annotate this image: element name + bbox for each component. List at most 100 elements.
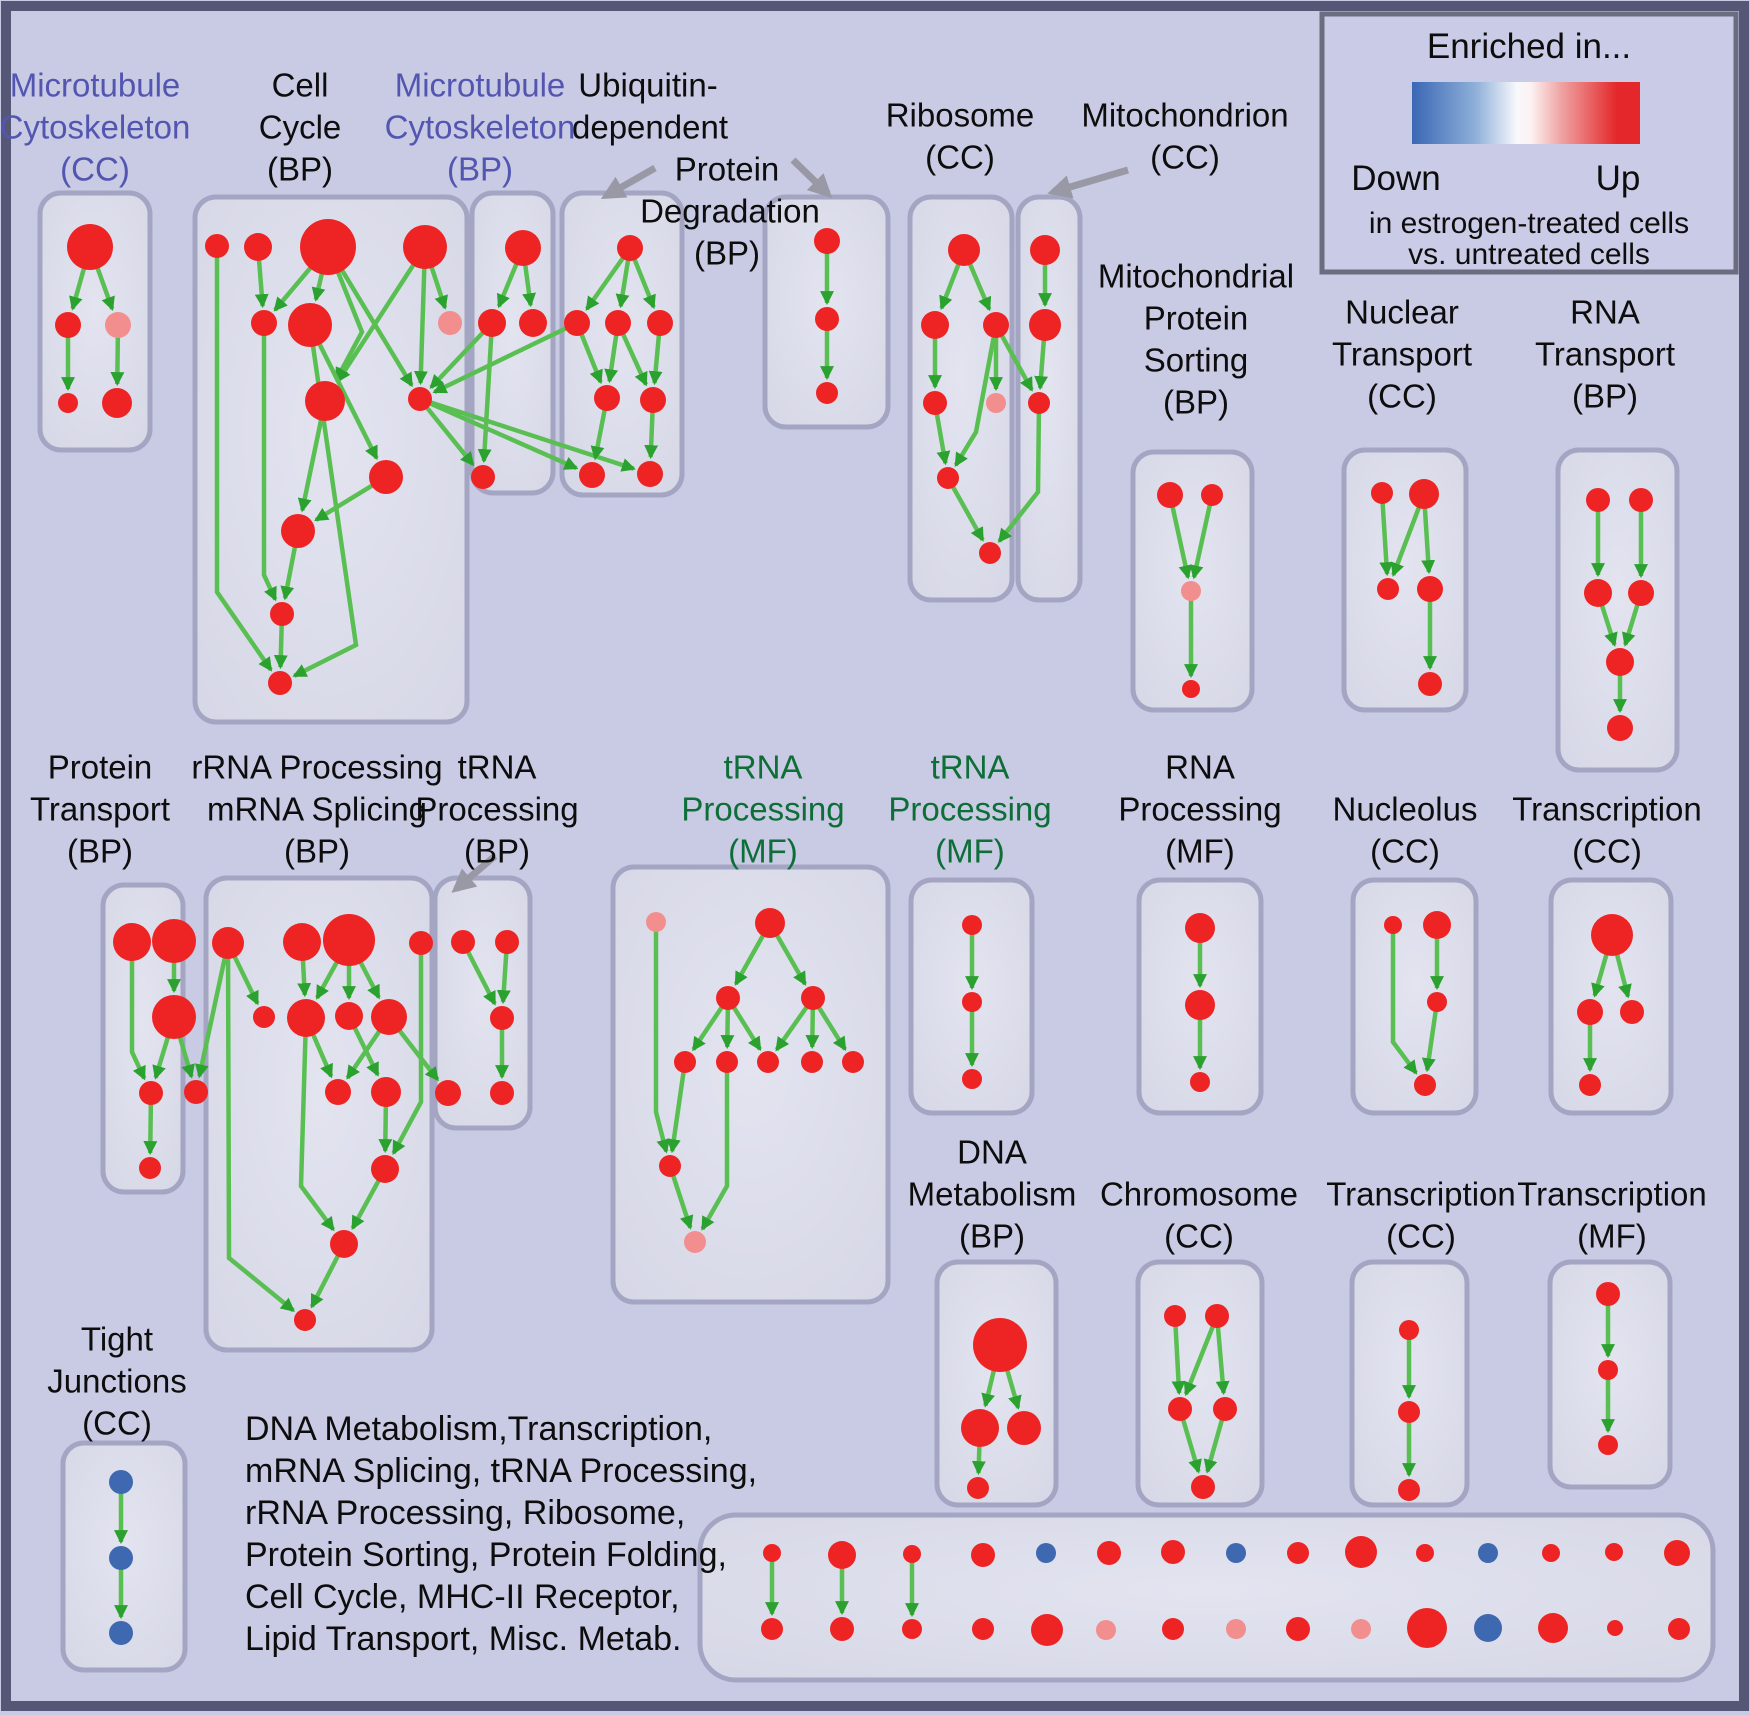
go-term-node-cc0 [205,234,229,258]
label-pointer-arrow-0 [600,164,657,200]
go-term-node-mc2 [105,312,131,338]
go-term-node-p2 [1181,581,1201,601]
go-term-node-lb3t [971,1543,995,1567]
edge-pt0-pt3 [129,942,147,1081]
edge-a5-a11 [298,1017,336,1232]
go-term-node-u7 [637,461,663,487]
go-term-node-t6 [757,1051,779,1073]
go-term-node-b1 [495,930,519,954]
go-term-node-lb14b [1668,1618,1690,1640]
go-term-node-y0 [1384,916,1402,934]
cluster-label-microtubule-cytoskeleton-cc: (CC) [60,151,130,188]
legend-subtitle-2: vs. untreated cells [1408,238,1650,271]
go-term-node-t4 [674,1051,696,1073]
cluster-box-mitochondrial-protein-sorting-bp [1130,449,1255,713]
go-term-node-mt0 [1030,235,1060,265]
edge-mb1-cc8 [429,321,494,389]
go-term-node-mb2 [519,309,547,337]
edge-cc0-cc12 [214,246,273,672]
cluster-box-nuclear-transport-cc [1341,447,1469,713]
go-term-node-e2 [1398,1479,1420,1501]
go-term-node-lb6t [1161,1540,1185,1564]
go-term-node-c2 [1168,1397,1192,1421]
label-pointer-arrow-2 [1047,166,1129,199]
edge-t4-t9 [666,1061,688,1154]
cluster-label-microtubule-cytoskeleton-cc: Cytoskeleton [0,109,190,146]
edge-cc5-cc9 [307,323,379,461]
go-term-node-a1 [283,923,321,961]
cluster-label-rna-transport-bp: (BP) [1572,378,1638,415]
go-term-node-q4 [1418,672,1442,696]
go-term-node-tj0 [109,1470,133,1494]
cluster-label-transcription-cc-mid: (CC) [1572,833,1642,870]
cluster-label-chromosome-cc: Chromosome [1100,1176,1298,1213]
go-term-node-u0 [617,235,643,261]
go-term-node-mb1 [478,309,506,337]
go-term-node-lb9t [1345,1536,1377,1568]
go-term-node-d3 [967,1477,989,1499]
go-term-node-t3 [801,986,825,1010]
go-term-node-y3 [1414,1074,1436,1096]
go-term-node-t10 [684,1231,706,1253]
go-term-node-cc11 [270,602,294,626]
go-term-node-c0 [1164,1305,1186,1327]
cluster-label-tight-junctions-cc: Junctions [47,1363,186,1400]
text-block-line: rRNA Processing, Ribosome, [245,1494,685,1532]
cluster-label-microtubule-cytoskeleton-bp: (BP) [447,151,513,188]
cluster-box-mixed-misc-clusters [697,1512,1716,1683]
go-term-node-a5 [287,999,325,1037]
go-term-node-lb1t [828,1541,856,1569]
cluster-label-mitochondrion-cc: (CC) [1150,139,1220,176]
cluster-label-rrna-processing-mrna-splicing-bp: rRNA Processing [191,749,442,786]
cluster-label-ubiquitin-dependent-protein-degradation-bp: Protein [675,151,780,188]
go-term-node-e1 [1398,1401,1420,1423]
text-block-line: mRNA Splicing, tRNA Processing, [245,1452,757,1490]
go-term-node-pt5 [139,1157,161,1179]
go-term-node-b0 [451,930,475,954]
cluster-label-microtubule-cytoskeleton-bp: Cytoskeleton [385,109,576,146]
go-term-node-b3 [435,1080,461,1106]
edge-a3-a10 [391,943,424,1155]
go-term-node-d1 [961,1409,999,1447]
go-term-node-c3 [1213,1397,1237,1421]
go-term-node-lb13b [1607,1620,1623,1636]
go-term-node-f0 [1596,1282,1620,1306]
go-term-node-lb7t [1226,1543,1246,1563]
go-term-node-cc6 [438,311,462,335]
edge-c1-c3 [1214,1315,1230,1396]
go-term-node-v2 [816,382,838,404]
go-term-node-mc4 [102,388,132,418]
cluster-label-transcription-cc-bottom: Transcription [1326,1176,1516,1213]
cluster-label-ubiquitin-dependent-protein-degradation-bp: Degradation [640,193,820,230]
cluster-label-cell-cycle-bp: (BP) [267,151,333,188]
go-term-node-lb10b [1407,1608,1447,1648]
go-term-node-cc2 [300,219,356,275]
go-term-node-pt4 [184,1080,208,1104]
go-term-node-mt1 [1029,309,1061,341]
cluster-label-nuclear-transport-cc: Transport [1332,336,1472,373]
go-term-node-mc1 [55,312,81,338]
go-term-node-r5 [937,467,959,489]
go-term-node-u3 [647,310,673,336]
edge-t0-t9 [653,922,671,1154]
go-term-node-lb0b [761,1618,783,1640]
cluster-label-rna-transport-bp: Transport [1535,336,1675,373]
cluster-label-rna-processing-mf: (MF) [1165,833,1235,870]
go-term-node-a3 [409,931,433,955]
go-term-node-mc3 [58,393,78,413]
go-term-node-a10 [371,1155,399,1183]
go-term-node-a8 [325,1079,351,1105]
edge-a0-a12 [225,942,295,1313]
go-term-node-cc5 [288,303,332,347]
edge-q0-q2 [1379,492,1394,577]
go-term-node-pt3 [139,1081,163,1105]
go-term-node-r1 [921,311,949,339]
cluster-label-rna-processing-mf: Processing [1118,791,1281,828]
label-pointer-arrow-3 [451,853,498,893]
go-term-node-cc3 [403,225,447,269]
text-block-line: Lipid Transport, Misc. Metab. [245,1620,682,1658]
edge-mt2-r6 [997,402,1042,543]
cluster-label-trna-processing-mf-small: tRNA [931,749,1010,786]
go-term-node-a12 [294,1309,316,1331]
cluster-box-transcription-cc-mid [1548,877,1674,1116]
